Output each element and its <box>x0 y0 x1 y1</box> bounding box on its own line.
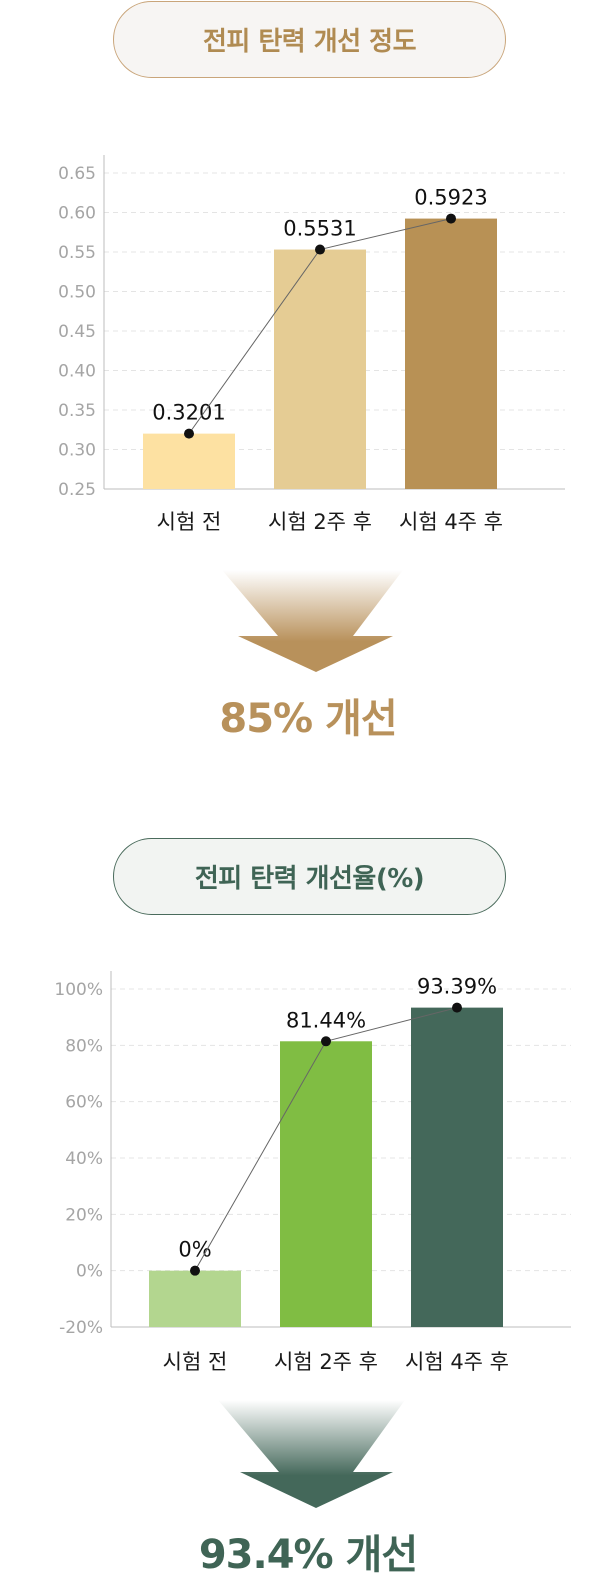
chart1-result: 85% 개선 <box>0 686 616 744</box>
bar-1 <box>149 1271 241 1327</box>
x-tick-label: 시험 4주 후 <box>405 1350 509 1374</box>
data-label: 0.5923 <box>414 186 487 210</box>
data-point <box>184 429 194 439</box>
chart2: -20%0%20%40%60%80%100%0%시험 전81.44%시험 2주 … <box>0 965 616 1385</box>
data-point <box>190 1266 200 1276</box>
y-tick-label: 20% <box>65 1205 103 1225</box>
y-tick-label: -20% <box>59 1318 103 1338</box>
y-tick-label: 0.45 <box>58 322 96 342</box>
data-label: 93.39% <box>417 975 497 999</box>
x-tick-label: 시험 2주 후 <box>274 1350 378 1374</box>
bar-2 <box>274 250 366 489</box>
chart1: 0.25 0.30 0.35 0.40 0.45 0.50 0.55 0.60 0.65 0.32… <box>0 140 616 550</box>
y-tick-label: 100% <box>54 980 103 1000</box>
chart2-title-pill: 전피 탄력 개선율(%) <box>113 838 506 915</box>
y-tick-label: 0.40 <box>58 362 96 382</box>
y-tick-label: 60% <box>65 1093 103 1113</box>
x-tick-label: 시험 4주 후 <box>399 510 503 534</box>
bar-3 <box>405 219 497 489</box>
data-label: 0.3201 <box>152 401 225 425</box>
data-point <box>321 1036 331 1046</box>
down-arrow-icon <box>0 562 616 672</box>
chart1-title: 전피 탄력 개선 정도 <box>203 21 416 58</box>
bar-1 <box>143 434 235 489</box>
x-tick-label: 시험 전 <box>157 510 222 534</box>
data-label: 0.5531 <box>283 217 356 241</box>
data-point <box>315 245 325 255</box>
data-point <box>446 214 456 224</box>
y-tick-label: 0.35 <box>58 401 96 421</box>
y-tick-label: 80% <box>65 1036 103 1056</box>
chart2-title: 전피 탄력 개선율(%) <box>195 858 424 895</box>
y-tick-label: 0.50 <box>58 283 96 303</box>
data-point <box>452 1003 462 1013</box>
y-tick-label: 0.30 <box>58 441 96 461</box>
bar-2 <box>280 1041 372 1327</box>
x-tick-label: 시험 2주 후 <box>268 510 372 534</box>
y-tick-label: 0.55 <box>58 243 96 263</box>
y-tick-label: 0.25 <box>58 480 96 500</box>
bar-3 <box>411 1008 503 1327</box>
y-tick-label: 0.65 <box>58 164 96 184</box>
chart2-result: 93.4% 개선 <box>0 1522 616 1580</box>
y-tick-label: 0.60 <box>58 204 96 224</box>
down-arrow-icon <box>0 1400 616 1510</box>
x-tick-label: 시험 전 <box>163 1350 228 1374</box>
y-tick-label: 0% <box>76 1262 103 1282</box>
y-tick-label: 40% <box>65 1149 103 1169</box>
data-label: 81.44% <box>286 1008 366 1032</box>
chart1-title-pill: 전피 탄력 개선 정도 <box>113 1 506 78</box>
